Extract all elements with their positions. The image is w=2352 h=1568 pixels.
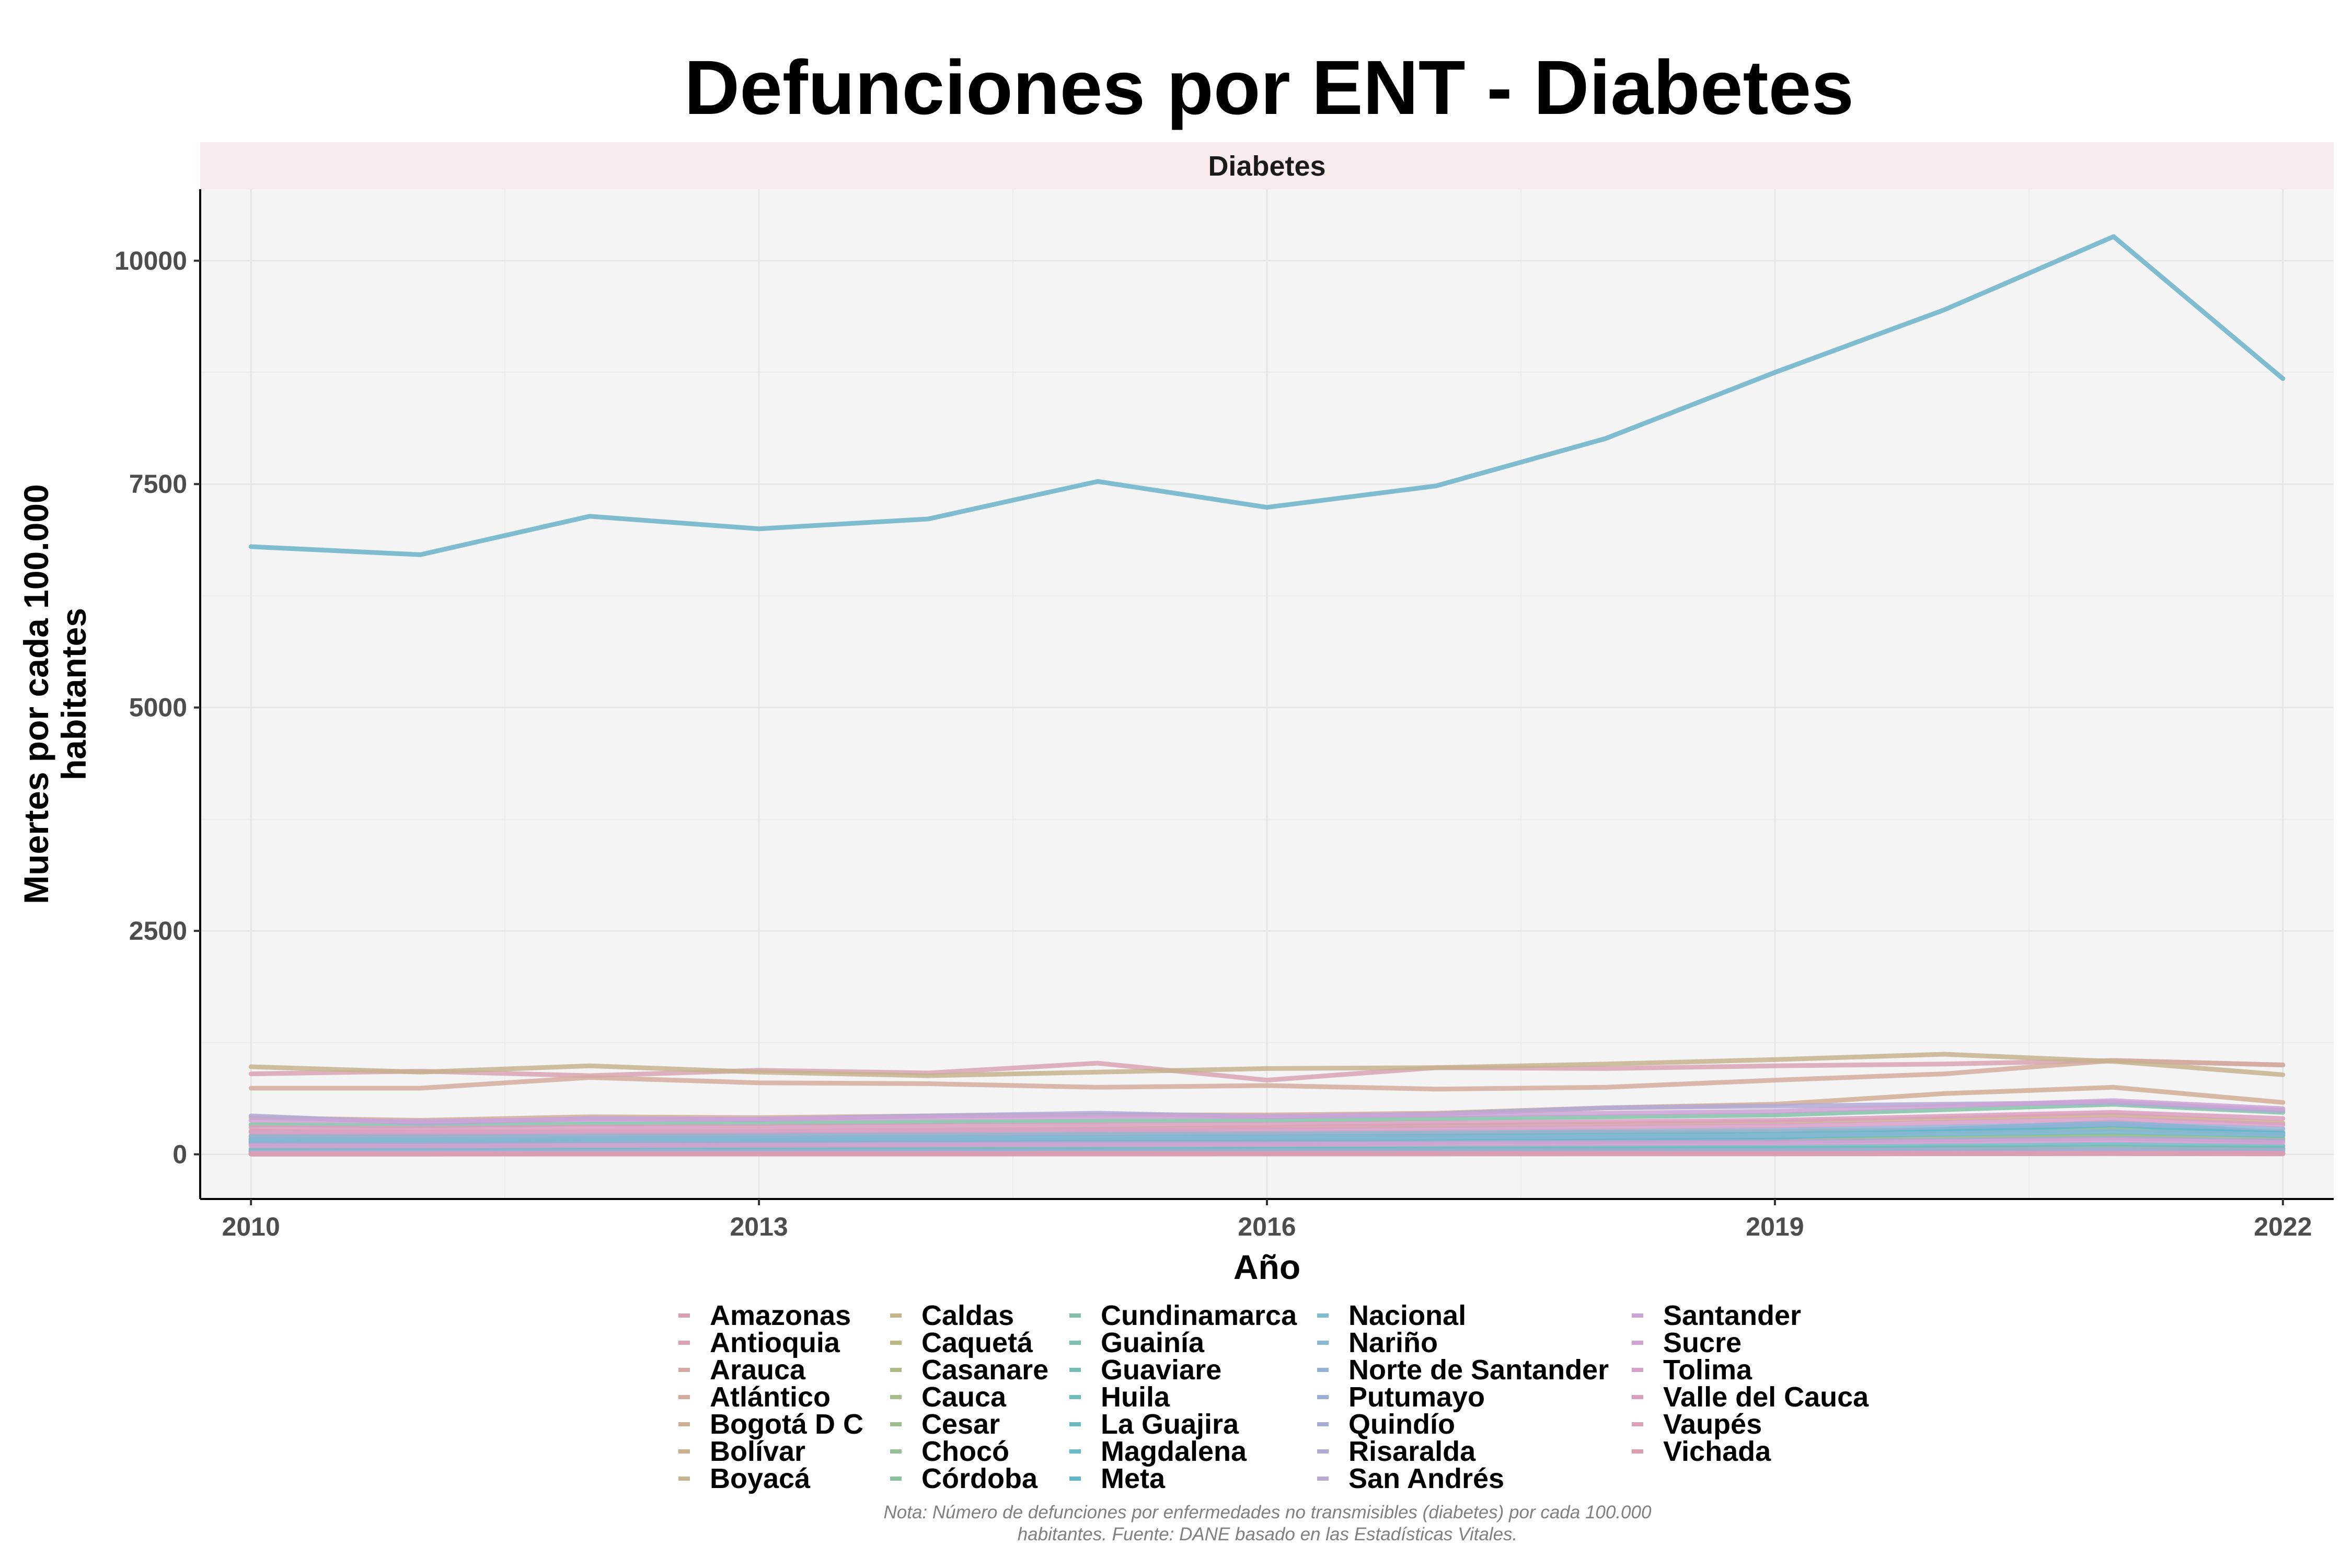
series-line-sucre bbox=[248, 1138, 2286, 1149]
legend-label: Vaupés bbox=[1663, 1409, 1762, 1440]
y-axis-ticks: 0 2500 5000 7500 10000 bbox=[114, 246, 200, 1169]
y-tick-label: 10000 bbox=[114, 246, 187, 275]
legend-label: Norte de Santander bbox=[1348, 1354, 1609, 1386]
y-axis-title: Muertes por cada 100.000habitantes bbox=[17, 484, 93, 904]
legend-label: Caldas bbox=[921, 1300, 1014, 1331]
y-axis-title-line: Muertes por cada 100.000 bbox=[17, 484, 55, 904]
legend-label: Risaralda bbox=[1348, 1436, 1476, 1467]
chart-title: Defunciones por ENT - Diabetes bbox=[684, 45, 1854, 131]
grid-lines bbox=[200, 189, 2334, 1199]
legend-label: Atlántico bbox=[710, 1381, 831, 1413]
x-tick-label: 2010 bbox=[222, 1212, 280, 1241]
series-line-valle-del-cauca bbox=[248, 1110, 2286, 1131]
y-axis-title-line: habitantes bbox=[54, 608, 93, 780]
legend-label: Bolívar bbox=[710, 1436, 805, 1467]
y-tick-label: 2500 bbox=[129, 916, 187, 946]
series-line-cundinamarca bbox=[248, 1102, 2286, 1128]
x-tick-label: 2016 bbox=[1238, 1212, 1296, 1241]
facet-strip-label: Diabetes bbox=[1208, 151, 1325, 182]
legend-label: Tolima bbox=[1663, 1354, 1753, 1386]
series-line-boyaca bbox=[248, 1052, 2286, 1078]
legend-label: Antioquia bbox=[710, 1327, 840, 1358]
legend-label: Putumayo bbox=[1348, 1381, 1485, 1413]
legend-label: Cundinamarca bbox=[1101, 1300, 1297, 1331]
legend-label: Chocó bbox=[921, 1436, 1009, 1467]
legend-label: Boyacá bbox=[710, 1463, 811, 1494]
legend-label: Vichada bbox=[1663, 1436, 1771, 1467]
y-tick-label: 5000 bbox=[129, 693, 187, 722]
caption-line-2: habitantes. Fuente: DANE basado en las E… bbox=[1018, 1524, 1518, 1544]
legend-label: Casanare bbox=[921, 1354, 1048, 1386]
legend-label: Meta bbox=[1101, 1463, 1166, 1494]
legend-label: Cesar bbox=[921, 1409, 1000, 1440]
x-tick-label: 2022 bbox=[2254, 1212, 2312, 1241]
legend-label: Cauca bbox=[921, 1381, 1007, 1413]
legend-label: Nariño bbox=[1348, 1327, 1438, 1358]
series-line-norte-de-santander bbox=[248, 1121, 2286, 1138]
legend-label: San Andrés bbox=[1348, 1463, 1504, 1494]
series-line-atlantico bbox=[248, 1058, 2286, 1092]
series-line-santander bbox=[248, 1098, 2286, 1124]
legend-label: La Guajira bbox=[1101, 1409, 1239, 1440]
caption-line-1: Nota: Número de defunciones por enfermed… bbox=[884, 1502, 1652, 1523]
x-tick-label: 2013 bbox=[730, 1212, 788, 1241]
legend-label: Amazonas bbox=[710, 1300, 851, 1331]
x-axis-ticks: 2010 2013 2016 2019 2022 bbox=[222, 1199, 2312, 1241]
x-tick-label: 2019 bbox=[1746, 1212, 1804, 1241]
legend-label: Sucre bbox=[1663, 1327, 1742, 1358]
legend-label: Santander bbox=[1663, 1300, 1801, 1331]
legend-label: Nacional bbox=[1348, 1300, 1466, 1331]
x-axis-title: Año bbox=[1233, 1248, 1300, 1286]
legend-label: Caquetá bbox=[921, 1327, 1033, 1358]
facet-strip bbox=[200, 142, 2334, 189]
legend-label: Huila bbox=[1101, 1381, 1170, 1413]
series-lines bbox=[248, 234, 2286, 1157]
legend-label: Guaviare bbox=[1101, 1354, 1221, 1386]
legend-label: Córdoba bbox=[921, 1463, 1038, 1494]
series-line-narino bbox=[248, 1128, 2286, 1143]
series-line-nacional bbox=[248, 234, 2286, 557]
legend-label: Quindío bbox=[1348, 1409, 1455, 1440]
legend-label: Magdalena bbox=[1101, 1436, 1247, 1467]
legend-label: Guainía bbox=[1101, 1327, 1205, 1358]
legend-label: Arauca bbox=[710, 1354, 806, 1386]
series-line-tolima bbox=[248, 1116, 2286, 1135]
y-tick-label: 0 bbox=[172, 1140, 187, 1169]
legend-label: Valle del Cauca bbox=[1663, 1381, 1869, 1413]
y-tick-label: 7500 bbox=[129, 469, 187, 499]
legend-label: Bogotá D C bbox=[710, 1409, 863, 1440]
series-line-la-guajira bbox=[248, 1142, 2286, 1152]
